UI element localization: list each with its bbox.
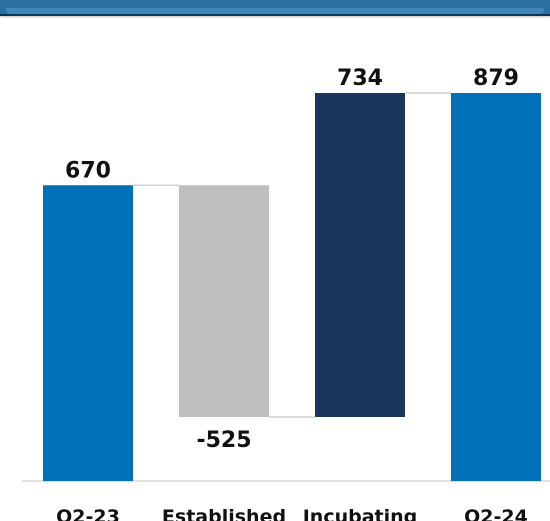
- header-bar: [0, 0, 550, 16]
- category-label-q2-23: Q2-23: [56, 506, 120, 521]
- category-label-q2-24: Q2-24: [464, 506, 528, 521]
- category-label-incubating: Incubating: [303, 506, 418, 521]
- value-label-q2-23: 670: [65, 158, 111, 183]
- category-label-established: Established: [162, 506, 286, 521]
- value-label-incubating: 734: [337, 66, 383, 91]
- bar-q2-23: [43, 185, 133, 482]
- bar-established: [179, 185, 269, 417]
- value-label-established: -525: [196, 428, 251, 453]
- bar-q2-24: [451, 93, 541, 481]
- bar-incubating: [315, 93, 405, 417]
- value-label-q2-24: 879: [473, 66, 519, 91]
